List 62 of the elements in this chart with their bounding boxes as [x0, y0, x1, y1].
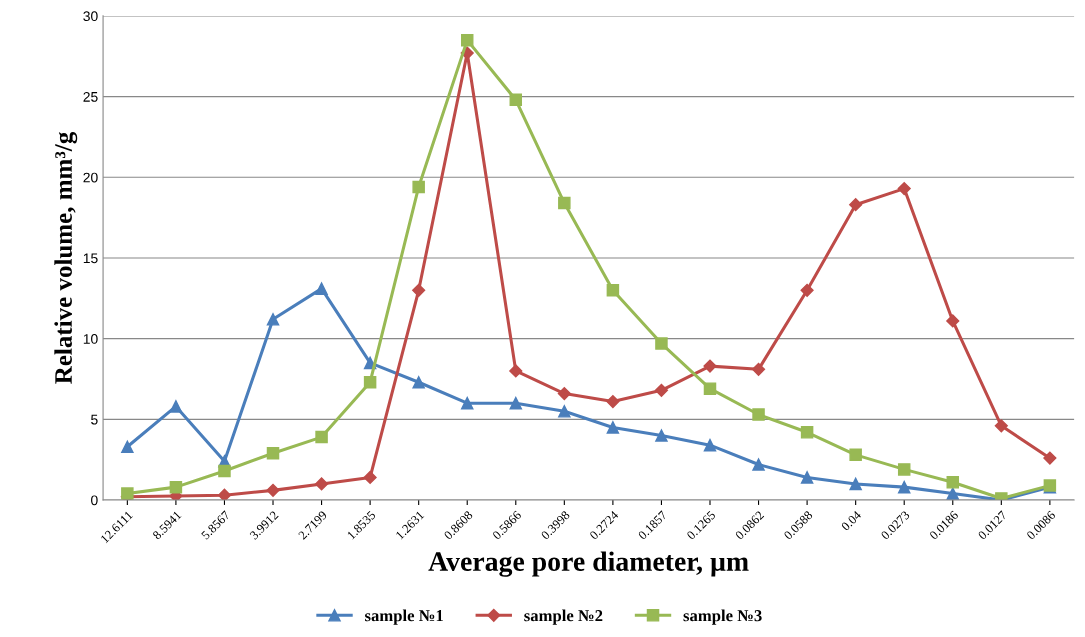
point	[994, 419, 1008, 433]
point	[169, 400, 183, 413]
point	[897, 182, 911, 196]
point	[363, 470, 377, 485]
point	[557, 386, 571, 401]
point	[897, 463, 911, 476]
legend-label: sample №2	[524, 609, 603, 625]
point	[266, 446, 280, 460]
point	[946, 476, 960, 489]
point	[654, 383, 669, 397]
point	[509, 93, 523, 107]
point	[169, 480, 183, 494]
point	[751, 362, 766, 376]
y-tick-label: 30	[83, 11, 98, 22]
x-tick-label: 0.04	[840, 510, 862, 532]
legend-label: sample №3	[683, 609, 762, 625]
y-tick-label: 5	[91, 414, 98, 425]
point	[509, 364, 523, 378]
point	[752, 458, 765, 471]
x-axis-title: Average pore diameter, µm	[428, 551, 749, 577]
y-tick-label: 25	[83, 91, 98, 102]
point	[121, 440, 134, 454]
point	[703, 438, 717, 452]
point	[800, 426, 814, 439]
y-tick-label: 0	[91, 495, 98, 506]
point	[897, 480, 911, 494]
point	[849, 198, 863, 212]
legend-label: sample №1	[365, 609, 443, 625]
point	[849, 448, 862, 462]
point	[606, 395, 620, 409]
point	[217, 488, 232, 501]
point	[315, 430, 328, 444]
point	[558, 405, 571, 418]
point	[655, 429, 668, 442]
point	[1043, 451, 1057, 465]
point	[460, 33, 474, 47]
point	[606, 421, 620, 434]
point	[703, 382, 717, 395]
point	[703, 359, 717, 373]
point	[412, 180, 425, 194]
point	[800, 471, 814, 484]
point	[849, 477, 862, 491]
point	[314, 477, 329, 491]
point	[655, 337, 668, 350]
point	[752, 408, 765, 421]
point	[606, 284, 620, 297]
point	[266, 313, 280, 326]
point	[218, 464, 231, 478]
y-tick-label: 20	[83, 172, 98, 183]
point	[509, 396, 523, 410]
point	[266, 483, 280, 497]
point	[800, 283, 814, 297]
y-axis-title: Relative volume, mm³/g	[54, 131, 78, 384]
point	[363, 375, 377, 389]
y-tick-label: 15	[83, 253, 98, 264]
point	[412, 375, 425, 389]
point	[460, 396, 474, 410]
y-tick-label: 10	[83, 334, 98, 344]
point	[315, 282, 328, 295]
point	[412, 283, 426, 297]
point	[946, 314, 960, 328]
point	[558, 196, 571, 210]
